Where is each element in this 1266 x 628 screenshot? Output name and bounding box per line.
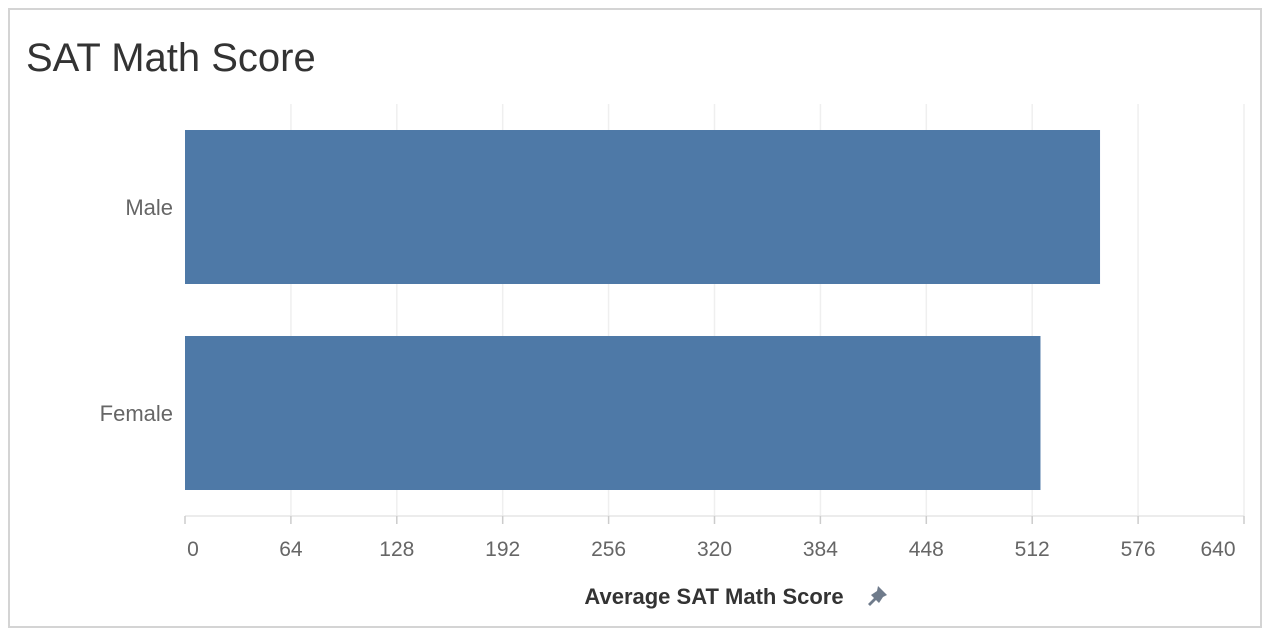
bars: [185, 130, 1101, 490]
x-tick-labels: 0 64 128 192 256 320 384 448 512 576 640: [184, 516, 1245, 561]
x-tick-label: 576: [1121, 538, 1156, 561]
x-tick-label: 256: [591, 538, 626, 561]
category-label: Female: [100, 401, 173, 426]
pin-icon[interactable]: [868, 586, 887, 606]
chart-title: SAT Math Score: [26, 36, 316, 80]
category-labels: Male Female: [100, 195, 173, 426]
bar-female[interactable]: [185, 336, 1041, 490]
x-tick-label: 192: [485, 538, 520, 561]
x-tick-label: 448: [909, 538, 944, 561]
x-tick-label: 512: [1015, 538, 1050, 561]
category-label: Male: [125, 195, 173, 220]
x-tick-label: 64: [279, 538, 303, 561]
x-tick-label: 640: [1200, 538, 1235, 561]
x-tick-label: 0: [187, 538, 199, 561]
x-tick-label: 128: [379, 538, 414, 561]
x-axis-title: Average SAT Math Score: [584, 584, 843, 609]
x-tick-label: 384: [803, 538, 838, 561]
chart-card: [8, 8, 1262, 628]
x-tick-label: 320: [697, 538, 732, 561]
bar-male[interactable]: [185, 130, 1101, 284]
